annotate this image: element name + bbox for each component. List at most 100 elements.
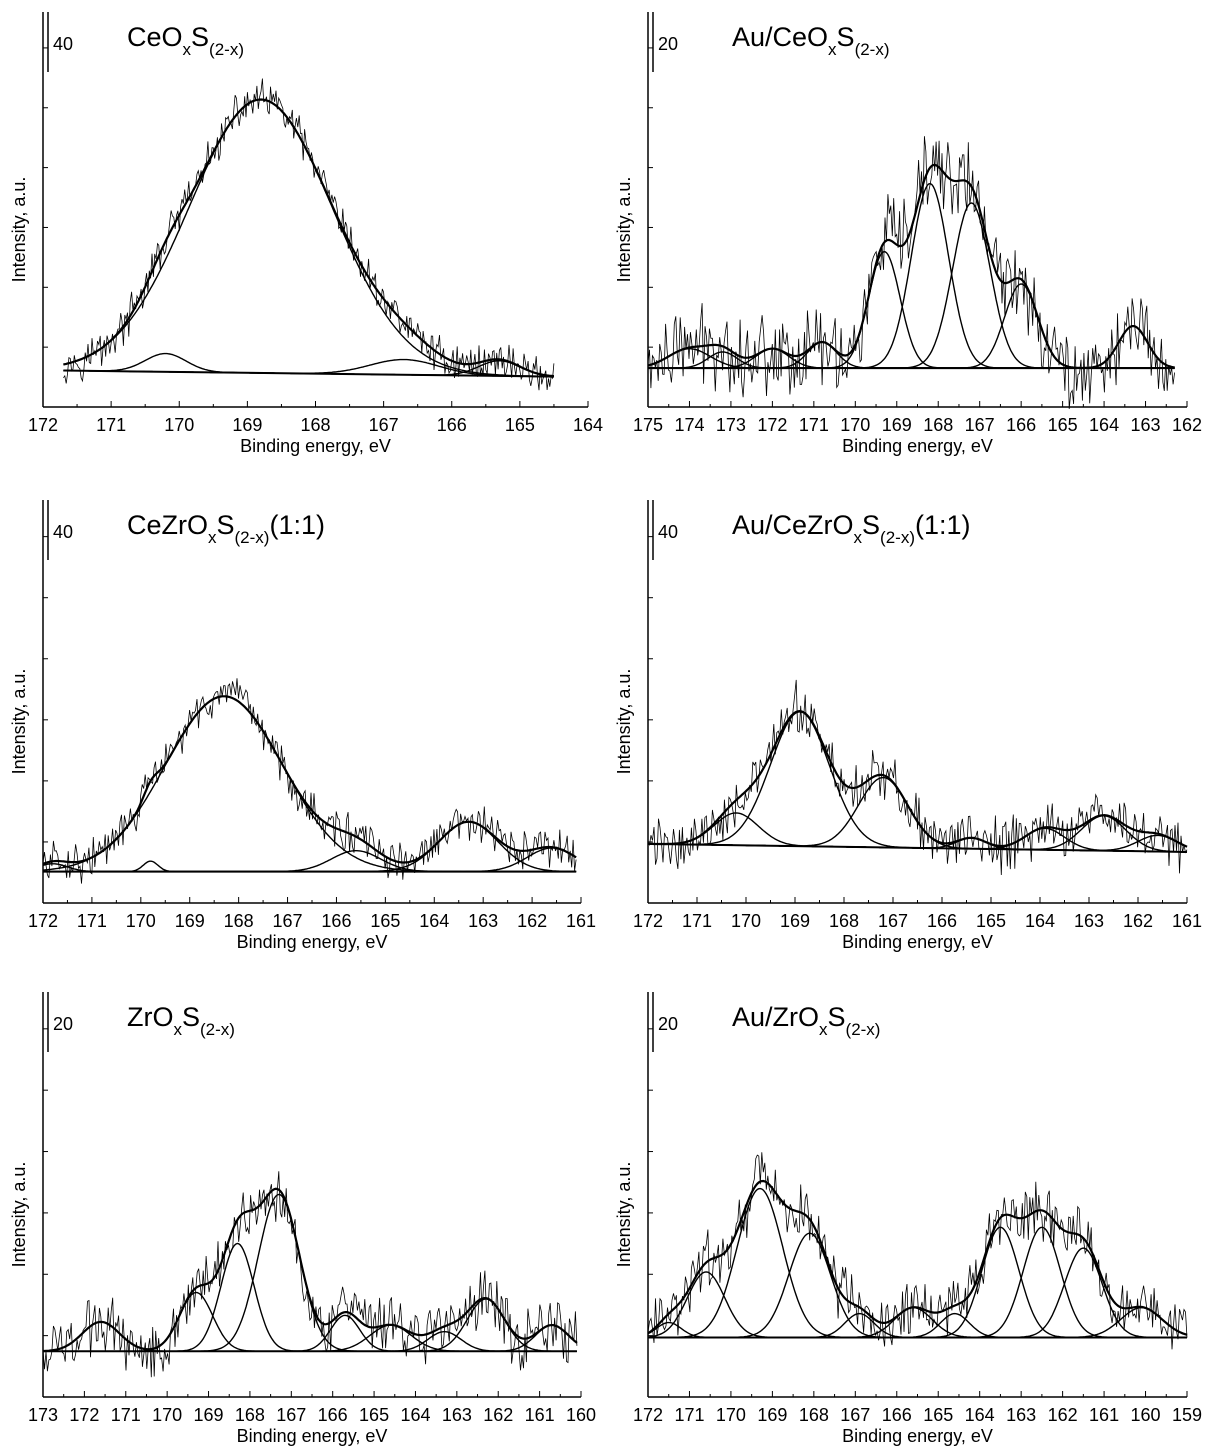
x-tick-label: 171 [799,415,829,435]
x-tick-label: 171 [111,1405,141,1425]
fit-component-7 [43,1330,577,1353]
fit-component-6 [648,1306,1187,1339]
x-tick-label: 161 [1089,1405,1119,1425]
x-tick-label: 161 [525,1405,555,1425]
scale-bar-label: 20 [658,34,678,54]
x-tick-label: 161 [1172,911,1202,931]
x-axis-label: Binding energy, eV [842,1426,993,1446]
x-tick-label: 164 [400,1405,430,1425]
x-tick-label: 162 [1048,1405,1078,1425]
x-tick-label: 167 [965,415,995,435]
x-tick-label: 166 [437,415,467,435]
fit-envelope [42,695,577,865]
fit-component-4 [43,850,577,873]
x-tick-label: 172 [28,415,58,435]
x-tick-label: 161 [566,911,596,931]
xps-panel-3: 172 171 170 169 168 167 166 165 164 163 162 161 Bind… [9,500,596,952]
x-tick-label: 171 [682,911,712,931]
x-tick-label: 164 [1089,415,1119,435]
x-tick-label: 173 [716,415,746,435]
x-tick-label: 175 [633,415,663,435]
x-tick-label: 165 [976,911,1006,931]
x-tick-label: 168 [799,1405,829,1425]
raw-spectrum [63,78,555,391]
x-tick-label: 166 [318,1405,348,1425]
x-tick-label: 168 [923,415,953,435]
x-tick-label: 169 [780,911,810,931]
x-tick-label: 167 [273,911,303,931]
x-tick-label: 167 [878,911,908,931]
fit-envelope [63,98,554,378]
fit-component-6 [43,847,577,873]
panel-title: CeZrOxS(2-x)(1:1) [127,510,325,547]
x-tick-label: 164 [419,911,449,931]
fit-component-4 [63,359,554,377]
fit-component-6 [43,1324,577,1353]
x-tick-label: 171 [96,415,126,435]
fit-component-8 [648,1226,1187,1339]
fit-envelope [647,1179,1188,1336]
x-tick-label: 165 [1048,415,1078,435]
x-tick-label: 174 [674,415,704,435]
x-tick-label: 167 [276,1405,306,1425]
x-tick-label: 173 [28,1405,58,1425]
raw-spectrum [647,679,1188,876]
scale-bar-label: 40 [658,522,678,542]
x-tick-label: 163 [442,1405,472,1425]
panel-title: ZrOxS(2-x) [127,1002,235,1039]
x-tick-label: 167 [840,1405,870,1425]
x-axis-label: Binding energy, eV [237,1426,388,1446]
y-axis-label: Intensity, a.u. [614,177,634,283]
x-tick-label: 166 [882,1405,912,1425]
x-tick-label: 172 [633,911,663,931]
x-tick-label: 160 [566,1405,596,1425]
y-axis-label: Intensity, a.u. [9,1162,29,1268]
x-tick-label: 168 [300,415,330,435]
y-axis-label: Intensity, a.u. [9,177,29,283]
x-tick-label: 164 [573,415,603,435]
x-tick-label: 170 [731,911,761,931]
x-axis-label: Binding energy, eV [237,932,388,952]
x-tick-label: 170 [126,911,156,931]
x-tick-label: 163 [468,911,498,931]
x-tick-label: 163 [1006,1405,1036,1425]
fit-component-11 [648,1306,1188,1339]
fit-component-7 [648,1312,1187,1339]
x-tick-label: 165 [359,1405,389,1425]
x-tick-label: 164 [965,1405,995,1425]
scale-bar-label: 40 [53,34,73,54]
raw-spectrum [42,1171,578,1378]
fit-component-10 [648,1247,1187,1339]
fit-envelope [648,709,1188,848]
x-tick-label: 169 [882,415,912,435]
x-axis-label: Binding energy, eV [240,436,391,456]
fit-component-7 [648,834,1188,852]
fit-component-9 [648,1226,1187,1339]
fit-component-3 [42,695,577,873]
fit-component-4 [43,1193,577,1353]
xps-panel-1: 172 171 170 169 168 167 166 165 164 Binding energ… [9,12,603,456]
fit-envelope [647,163,1175,370]
fit-envelope [43,1187,578,1353]
x-tick-label: 169 [194,1405,224,1425]
scale-bar-label: 20 [658,1014,678,1034]
x-tick-label: 163 [1074,911,1104,931]
scale-bar-label: 20 [53,1014,73,1034]
x-tick-label: 172 [69,1405,99,1425]
x-tick-label: 165 [505,415,535,435]
x-tick-label: 165 [923,1405,953,1425]
fit-component-1 [63,98,554,378]
x-tick-label: 163 [1131,415,1161,435]
x-tick-label: 172 [757,415,787,435]
x-tick-label: 166 [927,911,957,931]
x-tick-label: 162 [1123,911,1153,931]
x-tick-label: 170 [840,415,870,435]
x-tick-label: 170 [716,1405,746,1425]
x-tick-label: 172 [28,911,58,931]
x-axis-label: Binding energy, eV [842,436,993,456]
x-tick-label: 159 [1172,1405,1202,1425]
x-tick-label: 166 [321,911,351,931]
x-tick-label: 164 [1025,911,1055,931]
panel-title: Au/ZrOxS(2-x) [732,1002,880,1039]
fit-component-5 [648,1312,1187,1339]
